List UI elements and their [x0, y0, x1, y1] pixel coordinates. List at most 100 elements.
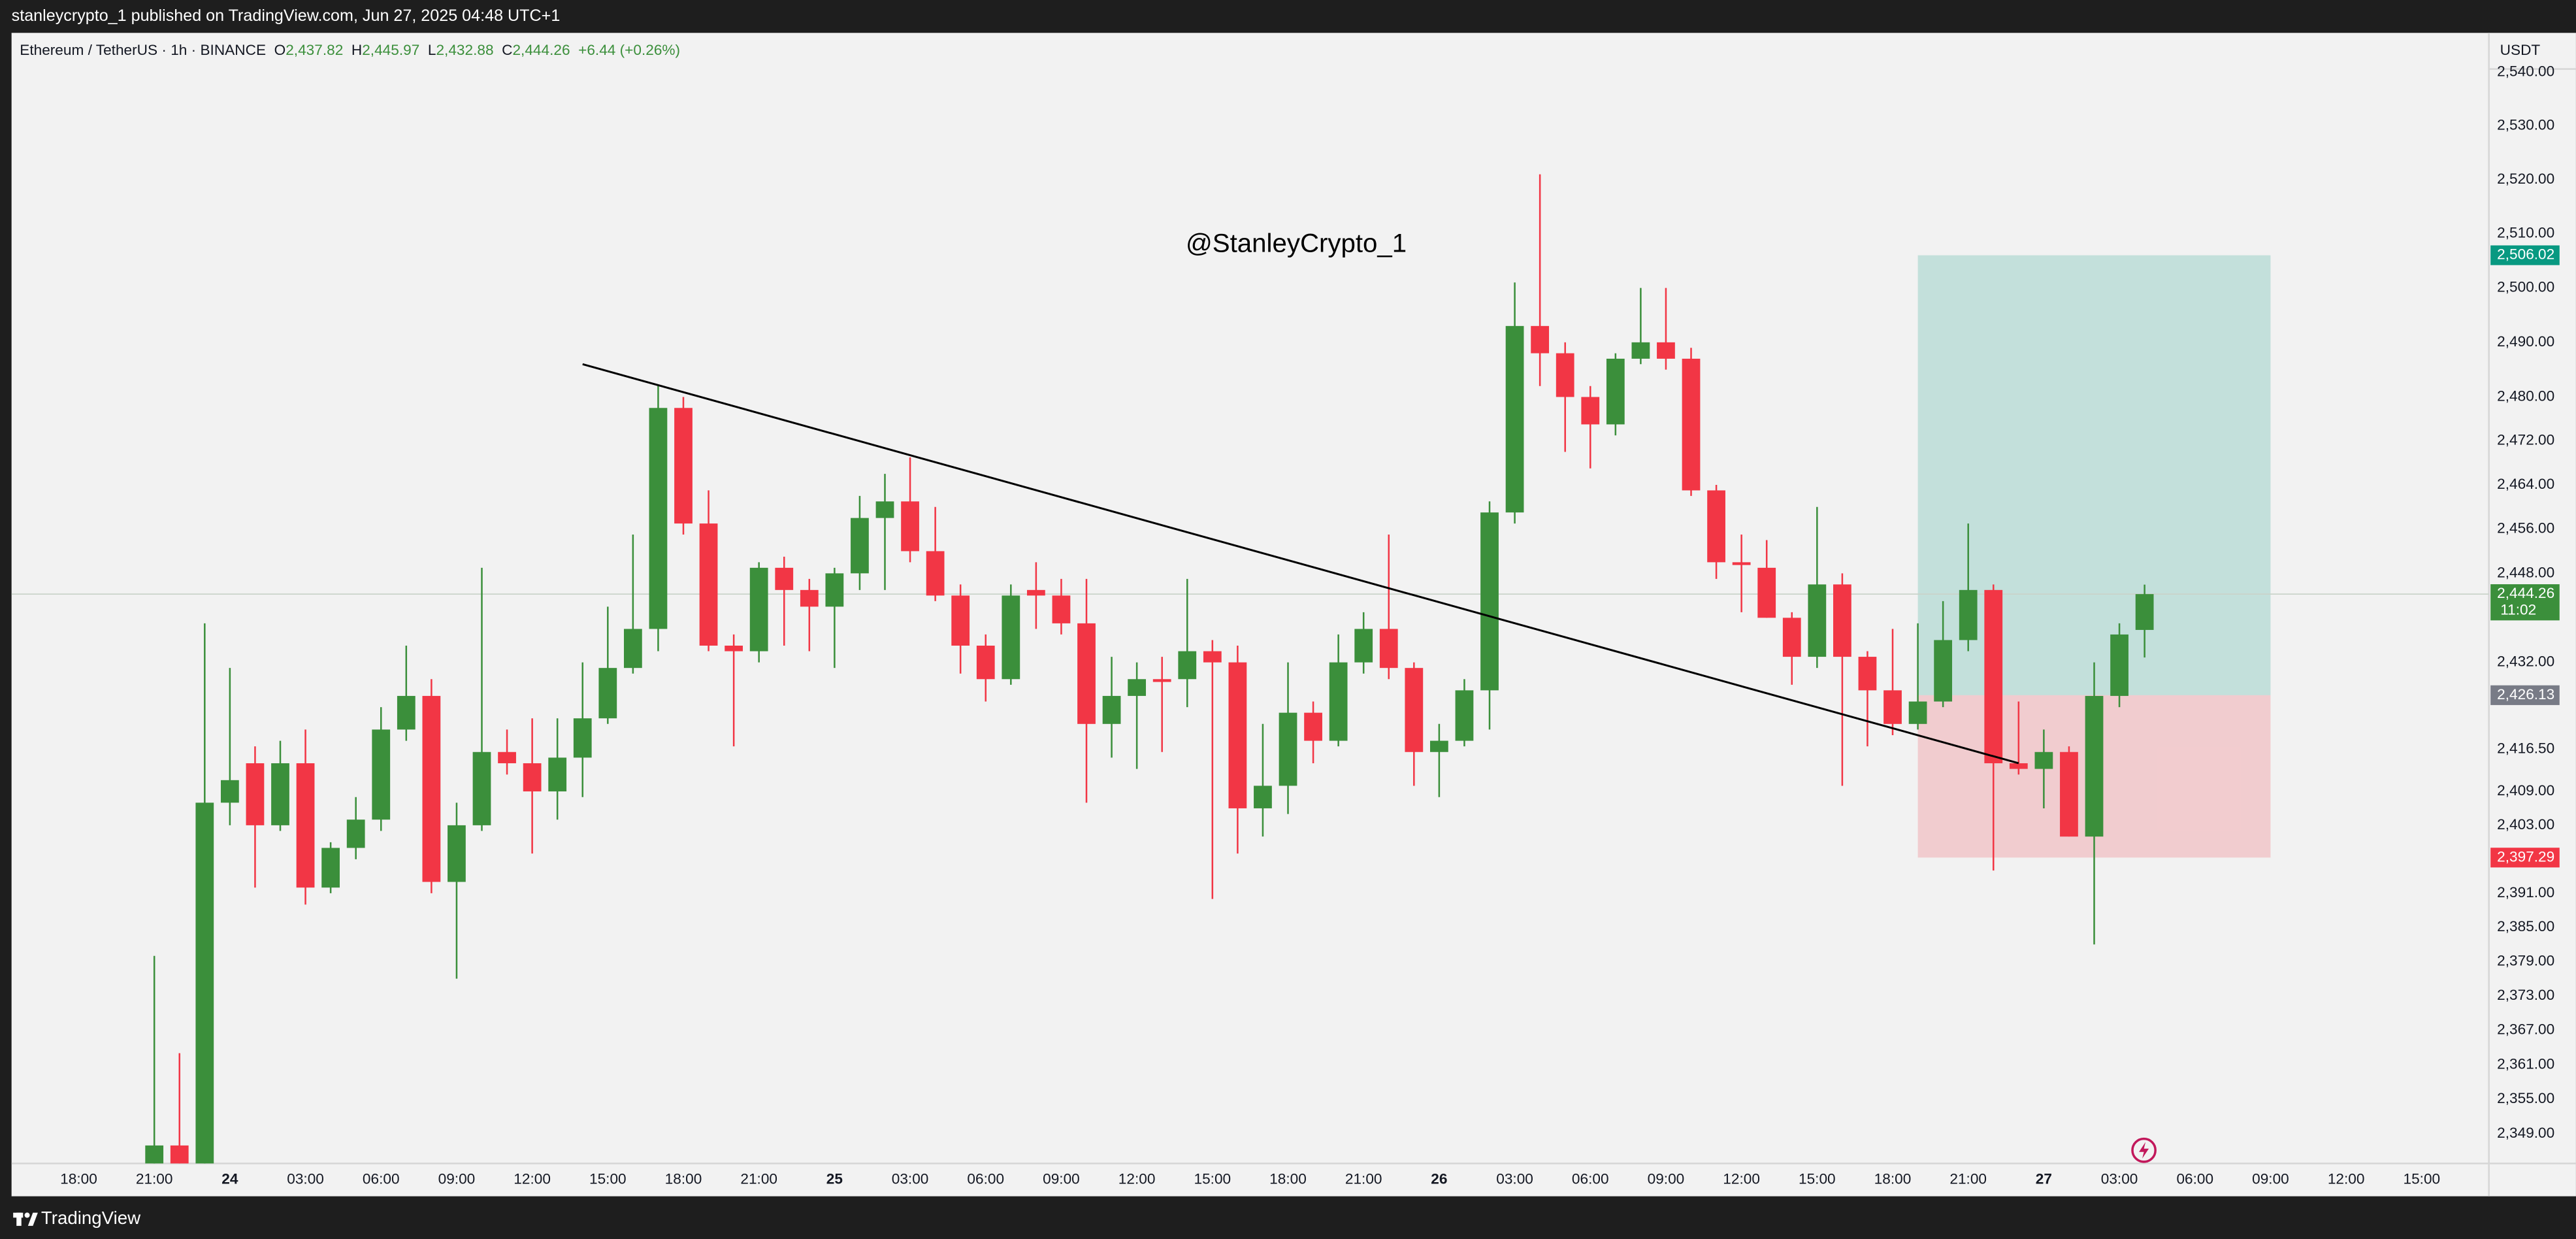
candle-body	[1808, 584, 1827, 657]
ohlc-key: H	[351, 42, 362, 58]
countdown: 11:02	[2500, 601, 2536, 618]
candle-body	[901, 501, 919, 552]
target-tag	[2490, 245, 2560, 265]
candle-body	[775, 567, 794, 590]
x-tick-label: 03:00	[892, 1170, 929, 1187]
x-tick-label: 09:00	[1648, 1170, 1685, 1187]
candle-body	[422, 695, 441, 882]
entry-tag	[2490, 685, 2560, 705]
candle-body	[1531, 325, 1550, 354]
brand: TradingView	[41, 1208, 141, 1228]
candle-body	[1505, 325, 1524, 513]
candle-body	[1329, 662, 1348, 741]
candle-body	[1934, 640, 1953, 702]
candle-body	[548, 757, 567, 792]
x-tick-label: 21:00	[740, 1170, 777, 1187]
x-tick-label: 06:00	[363, 1170, 400, 1187]
x-tick-label: 06:00	[2176, 1170, 2213, 1187]
x-tick-label: 03:00	[1496, 1170, 1533, 1187]
y-tick-label: 2,456.00	[2497, 520, 2554, 537]
candle-body	[1908, 701, 1927, 724]
x-tick-label: 06:00	[1572, 1170, 1609, 1187]
x-tick-label: 24	[221, 1170, 238, 1187]
x-tick-label: 21:00	[1345, 1170, 1382, 1187]
ohlc-value: 2,432.88	[436, 42, 493, 58]
candle-body	[1883, 690, 1902, 724]
candle-body	[472, 752, 491, 825]
candle-body	[523, 763, 542, 792]
y-tick-label: 2,500.00	[2497, 279, 2554, 295]
y-tick-label: 2,530.00	[2497, 117, 2554, 133]
ohlc-key: O	[274, 42, 286, 58]
candle-body	[498, 752, 516, 763]
candle-body	[1657, 342, 1675, 359]
candle-body	[1405, 668, 1424, 752]
candle-body	[1354, 629, 1373, 663]
y-tick-label: 2,409.00	[2497, 782, 2554, 799]
x-tick-label: 12:00	[2328, 1170, 2365, 1187]
x-tick-label: 15:00	[1799, 1170, 1836, 1187]
plot-area	[11, 174, 2489, 1164]
symbol-title: Ethereum / TetherUS · 1h · BINANCE	[20, 42, 266, 58]
candle-body	[1782, 618, 1801, 657]
candle-body	[170, 1145, 189, 1164]
y-tick-label: 2,464.00	[2497, 476, 2554, 492]
x-tick-label: 26	[1431, 1170, 1447, 1187]
candle-body	[1984, 589, 2003, 763]
trend-line	[582, 363, 2019, 765]
x-tick-label: 15:00	[1194, 1170, 1231, 1187]
y-tick-label: 2,540.00	[2497, 63, 2554, 80]
candle-body	[623, 629, 642, 669]
candle-body	[1480, 512, 1499, 691]
candle-body	[674, 408, 693, 524]
y-tick-label: 2,403.00	[2497, 816, 2554, 833]
candle-body	[598, 668, 617, 719]
candle-body	[976, 645, 995, 680]
candle-body	[2009, 763, 2028, 769]
candle-body	[321, 848, 340, 888]
currency-label: USDT	[2500, 42, 2541, 58]
candle-body	[1732, 562, 1751, 565]
candle-body	[397, 695, 416, 730]
y-tick-label: 2,472.00	[2497, 432, 2554, 448]
candle-body	[1002, 595, 1020, 680]
y-tick-label: 2,391.00	[2497, 884, 2554, 900]
candle-body	[2060, 752, 2078, 837]
candle-body	[1304, 712, 1322, 741]
y-tick-label: 2,448.00	[2497, 564, 2554, 580]
candle-body	[1128, 679, 1147, 696]
entry-tag-label: 2,426.13	[2497, 686, 2554, 702]
candle-body	[448, 825, 466, 882]
x-tick-label: 06:00	[967, 1170, 1004, 1187]
overlay: 2,540.00 2,530.00 2,520.00 2,510.00 2,500.00…	[20, 42, 2560, 1187]
alert-icon[interactable]	[2131, 1137, 2157, 1163]
x-tick-label: 12:00	[1118, 1170, 1156, 1187]
y-tick-label: 2,367.00	[2497, 1021, 2554, 1038]
y-tick-label: 2,490.00	[2497, 333, 2554, 350]
x-tick-label: 12:00	[1723, 1170, 1760, 1187]
y-tick-label: 2,379.00	[2497, 952, 2554, 968]
candle-body	[1254, 785, 1272, 808]
y-tick-label: 2,520.00	[2497, 171, 2554, 187]
y-tick-label: 2,510.00	[2497, 225, 2554, 241]
x-tick-label: 03:00	[287, 1170, 324, 1187]
stop-tag	[2490, 848, 2560, 868]
x-tick-label: 25	[826, 1170, 843, 1187]
y-tick-label: 2,416.50	[2497, 740, 2554, 756]
candle-body	[220, 780, 239, 803]
ohlc-value: 2,445.97	[362, 42, 419, 58]
candle-body	[951, 595, 970, 646]
candle-body	[875, 501, 894, 518]
candle-body	[2110, 634, 2128, 696]
x-tick-label: 09:00	[438, 1170, 476, 1187]
x-tick-label: 15:00	[589, 1170, 627, 1187]
candle-body	[851, 518, 869, 574]
x-tick-label: 03:00	[2101, 1170, 2138, 1187]
candle-body	[1152, 679, 1171, 682]
y-tick-label: 2,349.00	[2497, 1125, 2554, 1141]
candle-body	[296, 763, 315, 888]
ohlc-key: L	[428, 42, 436, 58]
candle-body	[825, 573, 844, 607]
candle-body	[649, 408, 668, 629]
candle-body	[725, 645, 743, 652]
